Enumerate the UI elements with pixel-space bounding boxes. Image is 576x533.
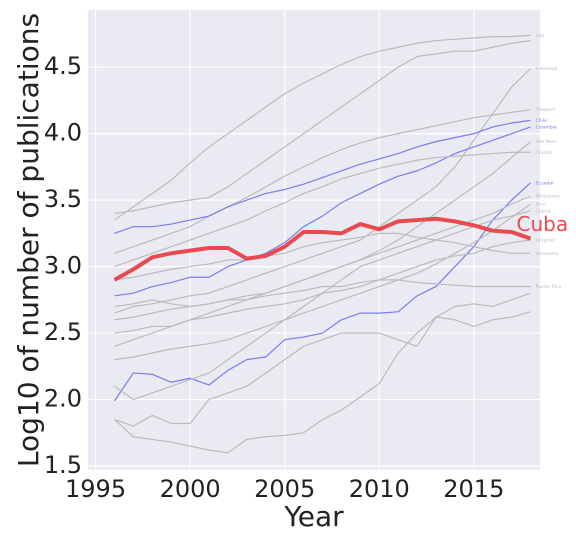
series-label: Chile bbox=[536, 118, 547, 124]
plot-background bbox=[88, 10, 540, 470]
y-tick-label: 3.5 bbox=[44, 185, 82, 213]
series-line bbox=[114, 126, 531, 297]
x-tick-label: 2000 bbox=[160, 475, 221, 503]
x-tick-label: 2015 bbox=[443, 475, 504, 503]
series-line bbox=[114, 279, 531, 308]
y-tick-label: 1.5 bbox=[44, 451, 82, 479]
series-label: Venezuela bbox=[536, 251, 559, 257]
series-line bbox=[114, 239, 531, 334]
series-label: Uruguay bbox=[536, 238, 555, 244]
y-axis-label: Log10 of number of publications bbox=[12, 13, 45, 467]
series-line bbox=[114, 151, 531, 268]
series-line bbox=[114, 39, 531, 215]
series-line bbox=[114, 311, 531, 454]
y-tick-label: 4.0 bbox=[44, 119, 82, 147]
series-line bbox=[114, 292, 531, 427]
series-line bbox=[114, 109, 531, 254]
series-label: Ecuador bbox=[536, 180, 555, 186]
y-tick-label: 2.0 bbox=[44, 385, 82, 413]
y-tick-label: 2.5 bbox=[44, 318, 82, 346]
series-line bbox=[114, 203, 531, 361]
y-tick-label: 3.0 bbox=[44, 252, 82, 280]
x-tick-label: 2010 bbox=[349, 475, 410, 503]
x-axis-label: Year bbox=[283, 500, 344, 533]
series-line bbox=[114, 68, 531, 314]
series-line bbox=[113, 182, 531, 402]
series-label: Colombia bbox=[536, 124, 557, 130]
series-line bbox=[114, 232, 531, 281]
y-tick-label: 4.5 bbox=[44, 52, 82, 80]
series-line bbox=[113, 216, 532, 282]
series-label: Thailand bbox=[535, 107, 555, 113]
series-line bbox=[114, 34, 531, 221]
series-label: Iran bbox=[536, 33, 545, 39]
series-line bbox=[114, 119, 531, 234]
series-label: Peru bbox=[536, 202, 546, 208]
series-label: Philippines bbox=[536, 194, 561, 200]
series-label: Indonesia bbox=[536, 66, 558, 72]
series-label: Cyprus bbox=[536, 208, 552, 214]
series-label: Viet Nam bbox=[536, 139, 557, 145]
series-label: Cuba bbox=[517, 212, 569, 236]
series-label: Croatia bbox=[536, 150, 552, 156]
series-label: Puerto Rico bbox=[536, 284, 562, 290]
x-tick-label: 1995 bbox=[65, 475, 126, 503]
x-tick-label: 2005 bbox=[254, 475, 315, 503]
